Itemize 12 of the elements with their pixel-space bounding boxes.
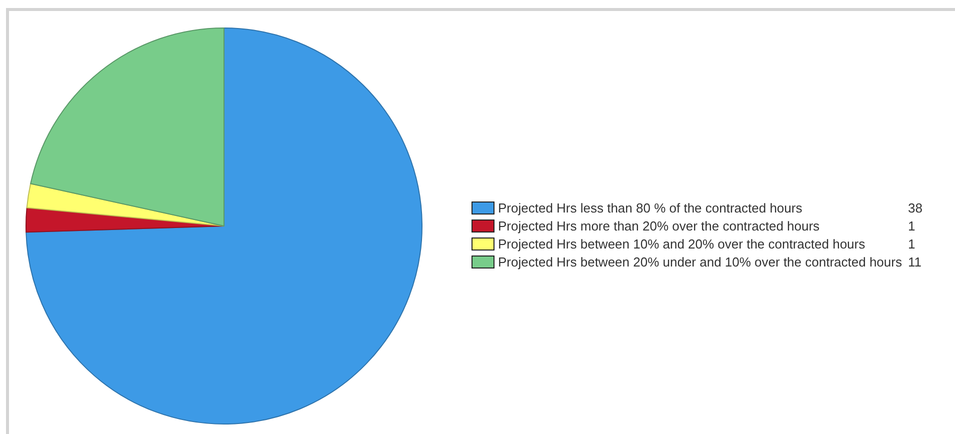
legend-label: Projected Hrs between 10% and 20% over the contracted hours — [498, 236, 866, 252]
data-label: 1 — [908, 236, 916, 252]
legend-label: Projected Hrs more than 20% over the contracted hours — [498, 218, 820, 234]
data-label: 38 — [908, 200, 922, 216]
legend-label: Projected Hrs between 20% under and 10% over the contracted hours — [498, 254, 902, 270]
pie-slice — [30, 28, 224, 226]
pie-slice — [26, 207, 224, 233]
pie-slice — [26, 183, 224, 226]
data-label: 1 — [908, 218, 916, 234]
data-label: 11 — [908, 254, 922, 270]
pie-slice — [26, 28, 422, 424]
legend-label: Projected Hrs less than 80 % of the contracted hours — [498, 200, 803, 216]
